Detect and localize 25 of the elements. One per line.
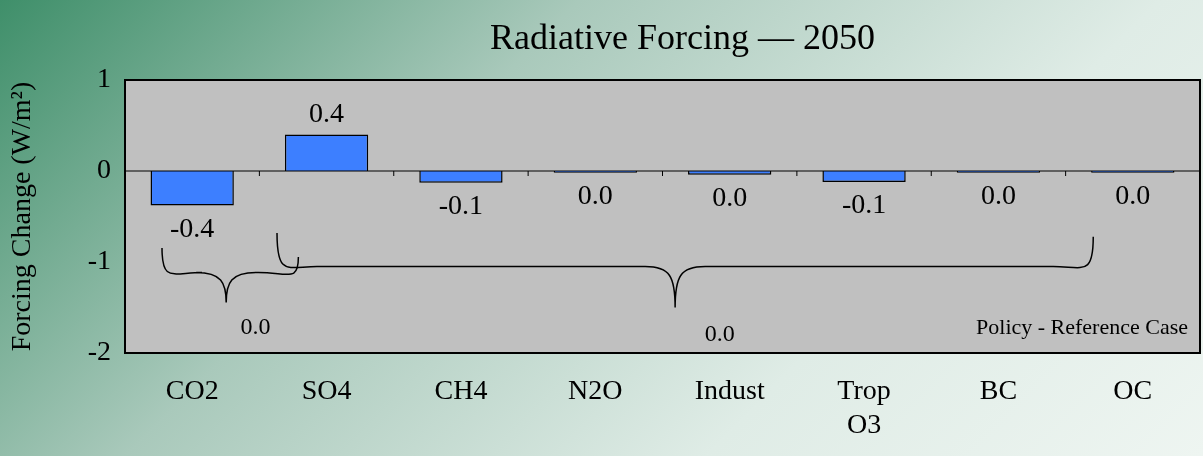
x-tick-label: BC [979,374,1018,406]
y-tick-label: -2 [87,335,111,367]
chart-title: Radiative Forcing — 2050 [490,17,875,58]
data-label: -0.1 [841,188,887,220]
x-tick-label: Indust [694,374,765,406]
data-label: 0.0 [1115,179,1151,211]
y-tick-label: 0 [97,153,111,185]
data-label: 0.0 [980,179,1016,211]
x-tick-label: SO4 [301,374,352,406]
x-tick-label: CH4 [434,374,488,406]
data-label: -0.1 [438,189,484,221]
annotation: 0.0 [240,312,271,339]
x-tick-label: N2O [568,374,623,406]
y-tick-label: -1 [87,244,111,276]
data-label: 0.4 [309,96,345,128]
x-tick-label: CO2 [165,374,219,406]
annotation: 0.0 [704,320,735,347]
y-tick-label: 1 [97,62,111,94]
data-label: -0.4 [170,211,215,243]
y-axis-title: Forcing Change (W/m²) [5,81,37,352]
data-label: 0.0 [712,181,748,212]
x-tick-label: OC [1113,374,1153,406]
data-label: 0.0 [577,179,613,211]
x-tick-label: Trop O3 [837,374,891,439]
annotation: Policy - Reference Case [976,314,1188,340]
